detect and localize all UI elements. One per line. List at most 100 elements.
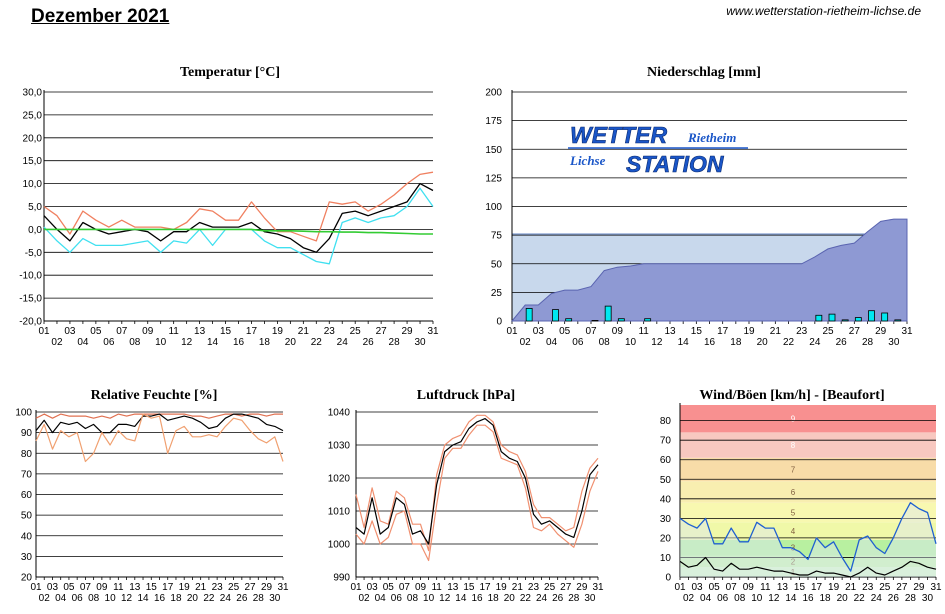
rain-cumulative-area bbox=[510, 218, 908, 322]
humidity-x-tick-label: 02 bbox=[39, 593, 51, 604]
humidity-x-tick-label: 11 bbox=[113, 582, 124, 593]
humidity-x-tick-label: 28 bbox=[253, 593, 265, 604]
wind-x-tick-label: 25 bbox=[879, 582, 891, 593]
pressure-y-tick-label: 1040 bbox=[328, 408, 351, 419]
temp-x-tick-label: 27 bbox=[376, 326, 388, 337]
humidity-x-tick-label: 29 bbox=[261, 582, 273, 593]
pressure-x-tick-label: 13 bbox=[447, 582, 459, 593]
wind-x-tick-label: 08 bbox=[734, 593, 746, 604]
humidity-y-tick-label: 60 bbox=[21, 490, 33, 501]
rain-x-tick-label: 11 bbox=[638, 326, 649, 337]
pressure-max-line bbox=[355, 414, 599, 552]
temp-x-tick-label: 10 bbox=[155, 337, 167, 348]
rain-y-tick-label: 75 bbox=[491, 231, 503, 242]
rain-x-tick-label: 14 bbox=[678, 337, 690, 348]
wind-x-tick-label: 29 bbox=[913, 582, 925, 593]
humidity-x-tick-label: 05 bbox=[63, 582, 75, 593]
wind-x-tick-label: 11 bbox=[760, 582, 771, 593]
temp-x-tick-label: 25 bbox=[350, 326, 362, 337]
logo-text-station: STATION bbox=[626, 151, 724, 177]
wind-x-tick-label: 18 bbox=[820, 593, 832, 604]
rain-x-tick-label: 15 bbox=[691, 326, 703, 337]
temp-x-tick-label: 20 bbox=[285, 337, 297, 348]
rain-x-tick-label: 12 bbox=[651, 337, 663, 348]
wind-beaufort-label: 2 bbox=[791, 557, 796, 566]
rain-x-tick-label: 20 bbox=[757, 337, 769, 348]
temp-x-tick-label: 21 bbox=[298, 326, 310, 337]
rain-x-tick-label: 03 bbox=[533, 326, 545, 337]
wind-x-tick-label: 03 bbox=[692, 582, 704, 593]
rain-x-tick-label: 29 bbox=[875, 326, 887, 337]
rain-chart-title: Niederschlag [mm] bbox=[647, 65, 761, 80]
humidity-x-tick-label: 16 bbox=[154, 593, 166, 604]
rain-x-tick-label: 24 bbox=[809, 337, 821, 348]
pressure-x-tick-label: 18 bbox=[488, 593, 500, 604]
rain-y-tick-label: 0 bbox=[496, 317, 502, 328]
temp-x-tick-label: 11 bbox=[168, 326, 179, 337]
rain-x-tick-label: 02 bbox=[520, 337, 532, 348]
temp-x-tick-label: 29 bbox=[402, 326, 414, 337]
pressure-x-tick-label: 31 bbox=[592, 582, 604, 593]
temp-ground-line bbox=[44, 228, 433, 235]
humidity-x-tick-label: 24 bbox=[220, 593, 232, 604]
temp-y-tick-label: 10,0 bbox=[23, 179, 43, 190]
pressure-avg-line bbox=[355, 418, 599, 545]
rain-x-tick-label: 30 bbox=[888, 337, 900, 348]
wind-x-tick-label: 04 bbox=[700, 593, 712, 604]
rain-daily-bar bbox=[565, 318, 573, 322]
site-url-link[interactable]: www.wetterstation-rietheim-lichse.de bbox=[726, 4, 921, 18]
temp-avg-line bbox=[43, 182, 434, 253]
humidity-x-tick-label: 07 bbox=[80, 582, 92, 593]
pressure-x-tick-label: 06 bbox=[391, 593, 403, 604]
rain-daily-bar bbox=[644, 318, 652, 322]
wind-x-tick-label: 09 bbox=[743, 582, 755, 593]
wind-beaufort-label: 6 bbox=[791, 488, 796, 497]
logo-text-rietheim: Rietheim bbox=[687, 130, 736, 145]
wind-beaufort-band bbox=[680, 522, 936, 540]
rain-daily-bar bbox=[868, 310, 875, 322]
pressure-x-tick-label: 02 bbox=[359, 593, 371, 604]
wind-x-tick-label: 06 bbox=[717, 593, 729, 604]
rain-x-tick-label: 28 bbox=[862, 337, 874, 348]
wind-x-tick-label: 19 bbox=[828, 582, 840, 593]
temp-y-tick-label: 25,0 bbox=[23, 110, 43, 121]
wind-x-tick-label: 28 bbox=[905, 593, 917, 604]
pressure-x-tick-label: 04 bbox=[375, 593, 387, 604]
temp-x-tick-label: 18 bbox=[259, 337, 271, 348]
temp-x-tick-label: 12 bbox=[181, 337, 193, 348]
temp-x-tick-label: 01 bbox=[38, 326, 50, 337]
pressure-x-tick-label: 28 bbox=[568, 593, 580, 604]
wind-x-tick-label: 17 bbox=[811, 582, 823, 593]
rain-daily-bar bbox=[894, 319, 902, 322]
temp-x-tick-label: 30 bbox=[414, 337, 426, 348]
humidity-x-tick-label: 09 bbox=[96, 582, 108, 593]
wind-x-tick-label: 12 bbox=[768, 593, 780, 604]
humidity-y-tick-label: 90 bbox=[21, 428, 33, 439]
wind-x-tick-label: 27 bbox=[896, 582, 908, 593]
pressure-x-tick-label: 15 bbox=[463, 582, 475, 593]
rain-x-tick-label: 17 bbox=[717, 326, 729, 337]
wind-y-tick-label: 70 bbox=[660, 436, 672, 447]
humidity-x-tick-label: 30 bbox=[269, 593, 281, 604]
wind-x-tick-label: 26 bbox=[888, 593, 900, 604]
wind-y-tick-label: 30 bbox=[660, 514, 672, 525]
wind-chart-title: Wind/Böen [km/h] - [Beaufort] bbox=[699, 388, 884, 403]
humidity-x-tick-label: 19 bbox=[179, 582, 191, 593]
temp-x-tick-label: 19 bbox=[272, 326, 284, 337]
humidity-y-tick-label: 100 bbox=[15, 408, 32, 419]
wind-beaufort-band bbox=[680, 539, 936, 556]
humidity-avg-line bbox=[35, 413, 284, 434]
rain-x-tick-label: 22 bbox=[783, 337, 795, 348]
humidity-x-tick-label: 21 bbox=[195, 582, 207, 593]
wind-x-tick-label: 13 bbox=[777, 582, 789, 593]
humidity-min-line bbox=[35, 413, 284, 463]
humidity-y-tick-label: 20 bbox=[21, 573, 33, 584]
rain-daily-bar bbox=[617, 318, 625, 322]
temp-x-tick-label: 05 bbox=[90, 326, 102, 337]
pressure-x-tick-label: 29 bbox=[576, 582, 588, 593]
pressure-x-tick-label: 01 bbox=[350, 582, 362, 593]
wind-beaufort-band bbox=[680, 432, 936, 458]
temp-y-tick-label: 5,0 bbox=[28, 202, 42, 213]
rain-x-tick-label: 18 bbox=[730, 337, 742, 348]
rain-daily-bar bbox=[841, 319, 849, 322]
